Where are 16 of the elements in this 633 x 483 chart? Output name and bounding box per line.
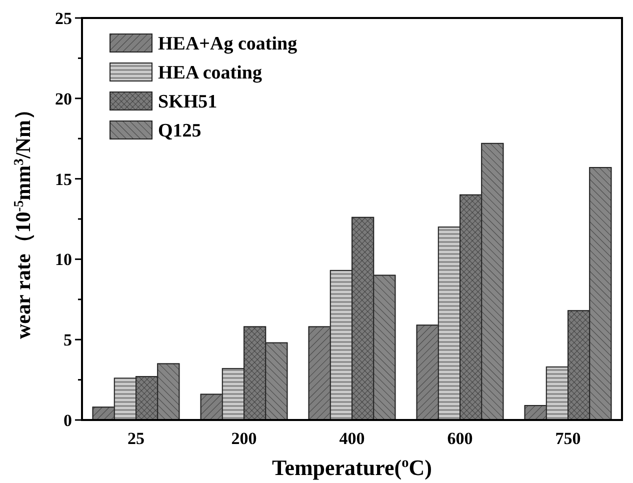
x-tick-label: 750: [555, 429, 581, 448]
y-tick-label: 15: [55, 170, 72, 189]
x-tick-label: 25: [128, 429, 144, 448]
legend-label: SKH51: [158, 92, 218, 113]
x-tick-label: 400: [339, 429, 365, 448]
y-tick-label: 20: [55, 89, 72, 108]
x-axis-title: Temperature($^{o}$C): [272, 455, 432, 480]
legend-label: HEA+Ag coating: [158, 34, 298, 55]
y-tick-label: 10: [55, 250, 72, 270]
legend-label: HEA coating: [158, 62, 262, 84]
legend-label: Q125: [158, 120, 202, 142]
x-tick-label: 600: [447, 429, 473, 448]
y-tick-label: 25: [55, 8, 72, 28]
x-tick-label: 200: [231, 429, 257, 448]
y-tick-label: 0: [64, 410, 72, 430]
y-tick-label: 5: [64, 330, 72, 350]
